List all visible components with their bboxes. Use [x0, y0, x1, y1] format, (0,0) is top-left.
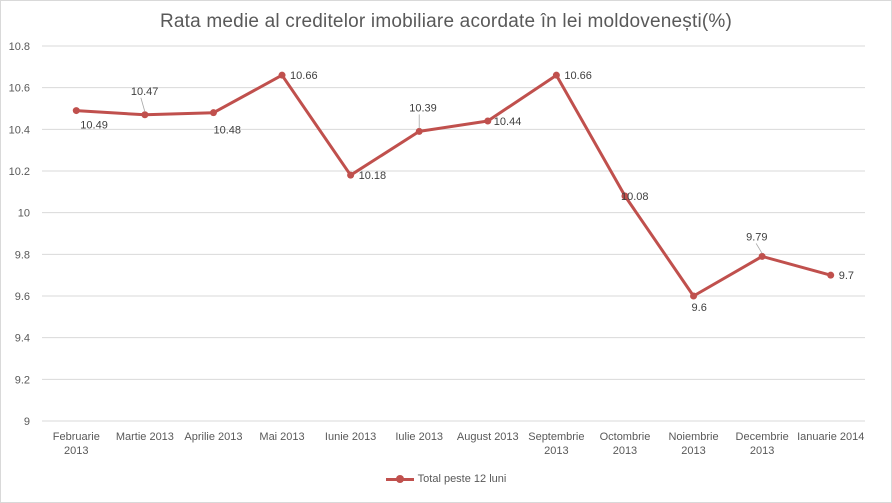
data-point: [690, 292, 698, 300]
y-axis-ticks: 9 9.2 9.4 9.6 9.8 10 10.2 10.4 10.6 10.8: [9, 41, 30, 428]
data-label: 10.44: [494, 116, 522, 128]
gridlines: [42, 45, 865, 422]
y-tick-label: 10.6: [9, 83, 30, 95]
data-point: [278, 71, 286, 79]
legend-label: Total peste 12 luni: [417, 473, 507, 486]
data-label: 10.08: [621, 191, 649, 203]
data-point: [415, 127, 423, 135]
leader-line: [140, 97, 146, 112]
x-tick-label: Mai 2013: [259, 431, 304, 443]
data-label: 9.6: [692, 302, 707, 314]
data-point: [347, 171, 355, 179]
data-label: 10.18: [359, 170, 387, 182]
data-label: 10.66: [564, 70, 592, 82]
y-tick-label: 10.4: [9, 124, 30, 136]
x-tick-label: Ianuarie 2014: [797, 431, 864, 443]
x-tick-label: Martie 2013: [116, 431, 174, 443]
chart-title: Rata medie al creditelor imobiliare acor…: [159, 11, 733, 32]
x-tick-label: Februarie 2013: [53, 431, 100, 457]
y-tick-label: 9.4: [15, 333, 30, 345]
data-point: [209, 109, 217, 117]
data-label: 10.66: [290, 70, 318, 82]
data-label: 9.79: [746, 231, 767, 243]
data-point: [72, 107, 80, 115]
x-tick-label-line: Iunie 2013: [325, 431, 376, 443]
data-point: [827, 271, 835, 279]
x-tick-label-line: Ianuarie 2014: [797, 431, 864, 443]
data-label: 10.39: [409, 102, 437, 114]
leader-lines: [140, 97, 763, 254]
series-layer: [72, 71, 835, 300]
x-tick-label-line: August 2013: [457, 431, 519, 443]
x-tick-label: Decembrie 2013: [736, 431, 789, 457]
x-axis-ticks: Februarie 2013 Martie 2013 Aprilie 2013 Mai …: [53, 431, 865, 457]
series-line: [76, 73, 832, 298]
x-tick-label-line: 2013: [750, 445, 774, 457]
legend: Total peste 12 luni: [0, 473, 892, 485]
y-tick-label: 9: [24, 416, 30, 428]
data-label: 9.7: [839, 270, 854, 282]
x-tick-label-line: Martie 2013: [116, 431, 174, 443]
x-tick-label-line: Decembrie: [736, 431, 789, 443]
data-point: [484, 117, 492, 125]
x-tick-label-line: 2013: [64, 445, 88, 457]
y-tick-label: 10: [18, 208, 30, 220]
data-point: [758, 252, 766, 260]
x-tick-label-line: Iulie 2013: [395, 431, 443, 443]
x-tick-label-line: Aprilie 2013: [184, 431, 242, 443]
x-tick-label-line: Septembrie: [528, 431, 584, 443]
y-tick-label: 9.8: [15, 249, 30, 261]
data-label: 10.47: [131, 86, 159, 98]
x-tick-label: Octombrie 2013: [600, 431, 651, 457]
x-tick-label-line: Octombrie: [600, 431, 651, 443]
data-point: [621, 192, 629, 200]
x-tick-label: Aprilie 2013: [184, 431, 242, 443]
x-tick-label-line: Noiembrie: [668, 431, 718, 443]
y-tick-label: 10.8: [9, 41, 30, 53]
data-label: 10.49: [80, 120, 108, 132]
x-tick-label: Iulie 2013: [395, 431, 443, 443]
x-tick-label: Septembrie 2013: [528, 431, 584, 457]
x-tick-label-line: Februarie: [53, 431, 100, 443]
x-tick-label-line: 2013: [544, 445, 568, 457]
data-label: 10.48: [213, 125, 241, 137]
y-tick-label: 9.2: [15, 374, 30, 386]
x-tick-label-line: 2013: [681, 445, 705, 457]
data-point: [552, 71, 560, 79]
leader-line: [755, 243, 763, 254]
x-tick-label: Noiembrie 2013: [668, 431, 718, 457]
legend-marker-icon: [385, 474, 414, 484]
x-tick-label: August 2013: [457, 431, 519, 443]
x-tick-label: Iunie 2013: [325, 431, 376, 443]
x-tick-label-line: 2013: [613, 445, 637, 457]
y-tick-label: 10.2: [9, 166, 30, 178]
data-point: [141, 111, 149, 119]
data-labels: 10.49 10.47 10.48 10.66 10.18 10.39 10.44 10.66…: [80, 70, 854, 314]
x-tick-label-line: Mai 2013: [259, 431, 304, 443]
y-tick-label: 9.6: [15, 291, 30, 303]
